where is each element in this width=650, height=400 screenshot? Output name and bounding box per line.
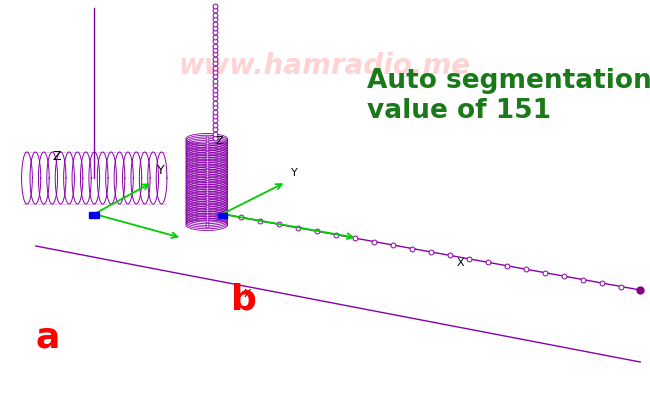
Text: Y: Y [157,164,165,177]
Text: a: a [36,320,60,354]
Text: X: X [457,258,464,268]
Text: Z: Z [52,150,61,162]
Text: b: b [231,282,257,316]
Bar [218,212,227,218]
Text: Z: Z [216,136,224,146]
Bar [89,212,99,218]
Text: Y: Y [291,168,297,178]
Text: X: X [244,289,251,299]
Text: www.hamradio.me: www.hamradio.me [179,52,471,80]
Text: Auto segmentation
value of 151: Auto segmentation value of 151 [367,68,650,124]
